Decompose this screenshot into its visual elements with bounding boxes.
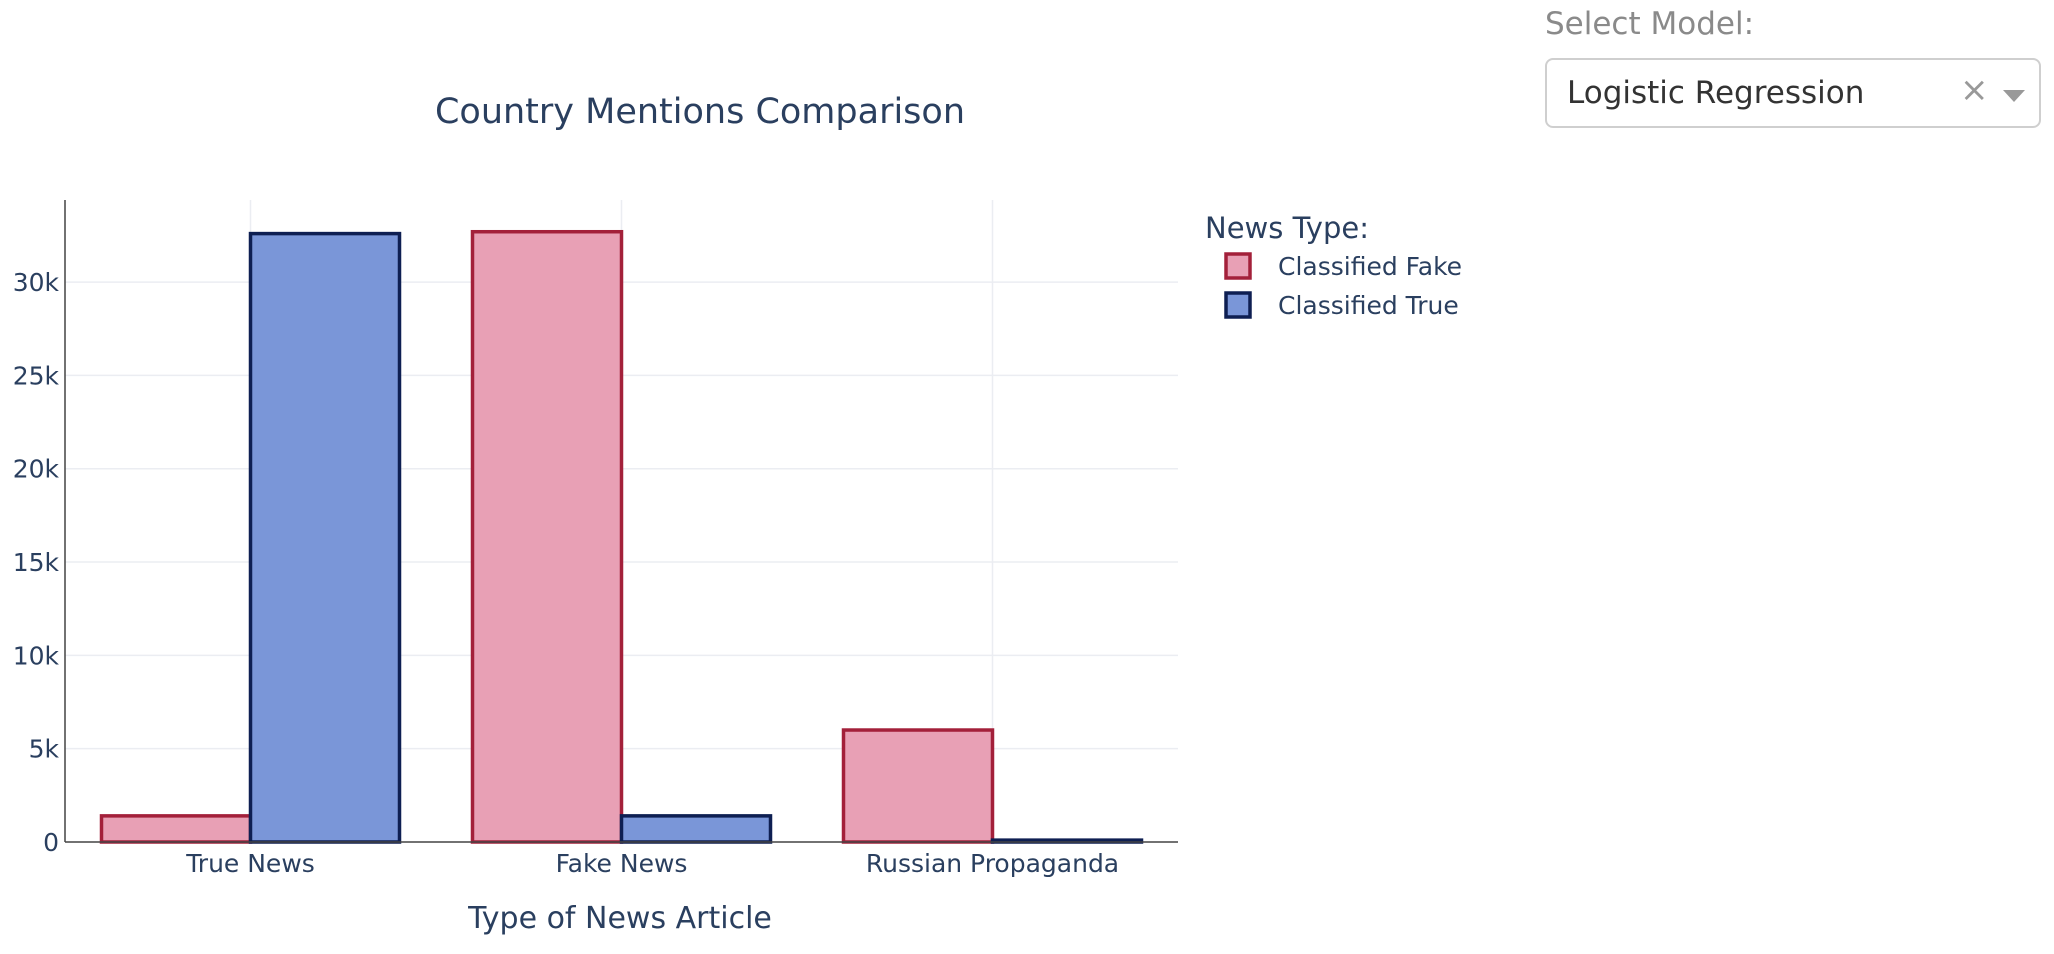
- bars-layer: [99, 229, 1144, 844]
- bar-classified-fake[interactable]: [841, 728, 995, 844]
- bar-classified-fake[interactable]: [99, 814, 253, 844]
- y-tick-label: 5k: [29, 735, 60, 764]
- legend: News Type: Classified Fake Classified Tru…: [1205, 211, 1462, 320]
- model-dropdown[interactable]: Logistic Regression ×: [1545, 58, 2041, 128]
- legend-title: News Type:: [1205, 211, 1369, 245]
- bar-classified-true[interactable]: [248, 231, 402, 844]
- legend-item[interactable]: Classified Fake: [1224, 252, 1462, 281]
- bar-classified-fake[interactable]: [470, 229, 624, 844]
- legend-swatch: [1224, 291, 1252, 319]
- x-axis-title: Type of News Article: [467, 901, 772, 936]
- legend-label: Classified True: [1278, 291, 1459, 320]
- y-tick-label: 25k: [13, 361, 60, 390]
- bar-chart: 0 5k 10k 15k 20k 25k 30k True News Fake News Russ…: [13, 92, 1462, 936]
- chart-title: Country Mentions Comparison: [435, 92, 965, 132]
- axes-layer: 0 5k 10k 15k 20k 25k 30k True News Fake News Russ…: [13, 200, 1178, 878]
- y-tick-label: 20k: [13, 455, 60, 484]
- x-tick-label: True News: [185, 849, 315, 878]
- legend-swatch: [1224, 252, 1252, 280]
- legend-item[interactable]: Classified True: [1224, 291, 1459, 320]
- clear-icon[interactable]: ×: [1960, 70, 1989, 110]
- legend-label: Classified Fake: [1278, 252, 1462, 281]
- y-tick-label: 30k: [13, 268, 60, 297]
- y-tick-label: 15k: [13, 548, 60, 577]
- model-dropdown-value: Logistic Regression: [1567, 75, 1865, 111]
- x-tick-label: Fake News: [556, 849, 688, 878]
- chevron-down-icon[interactable]: [2003, 90, 2025, 102]
- y-tick-label: 0: [43, 828, 59, 857]
- bar-classified-true[interactable]: [619, 814, 773, 844]
- y-tick-label: 10k: [13, 641, 60, 670]
- x-tick-label: Russian Propaganda: [866, 849, 1119, 878]
- select-model-label: Select Model:: [1545, 6, 1755, 42]
